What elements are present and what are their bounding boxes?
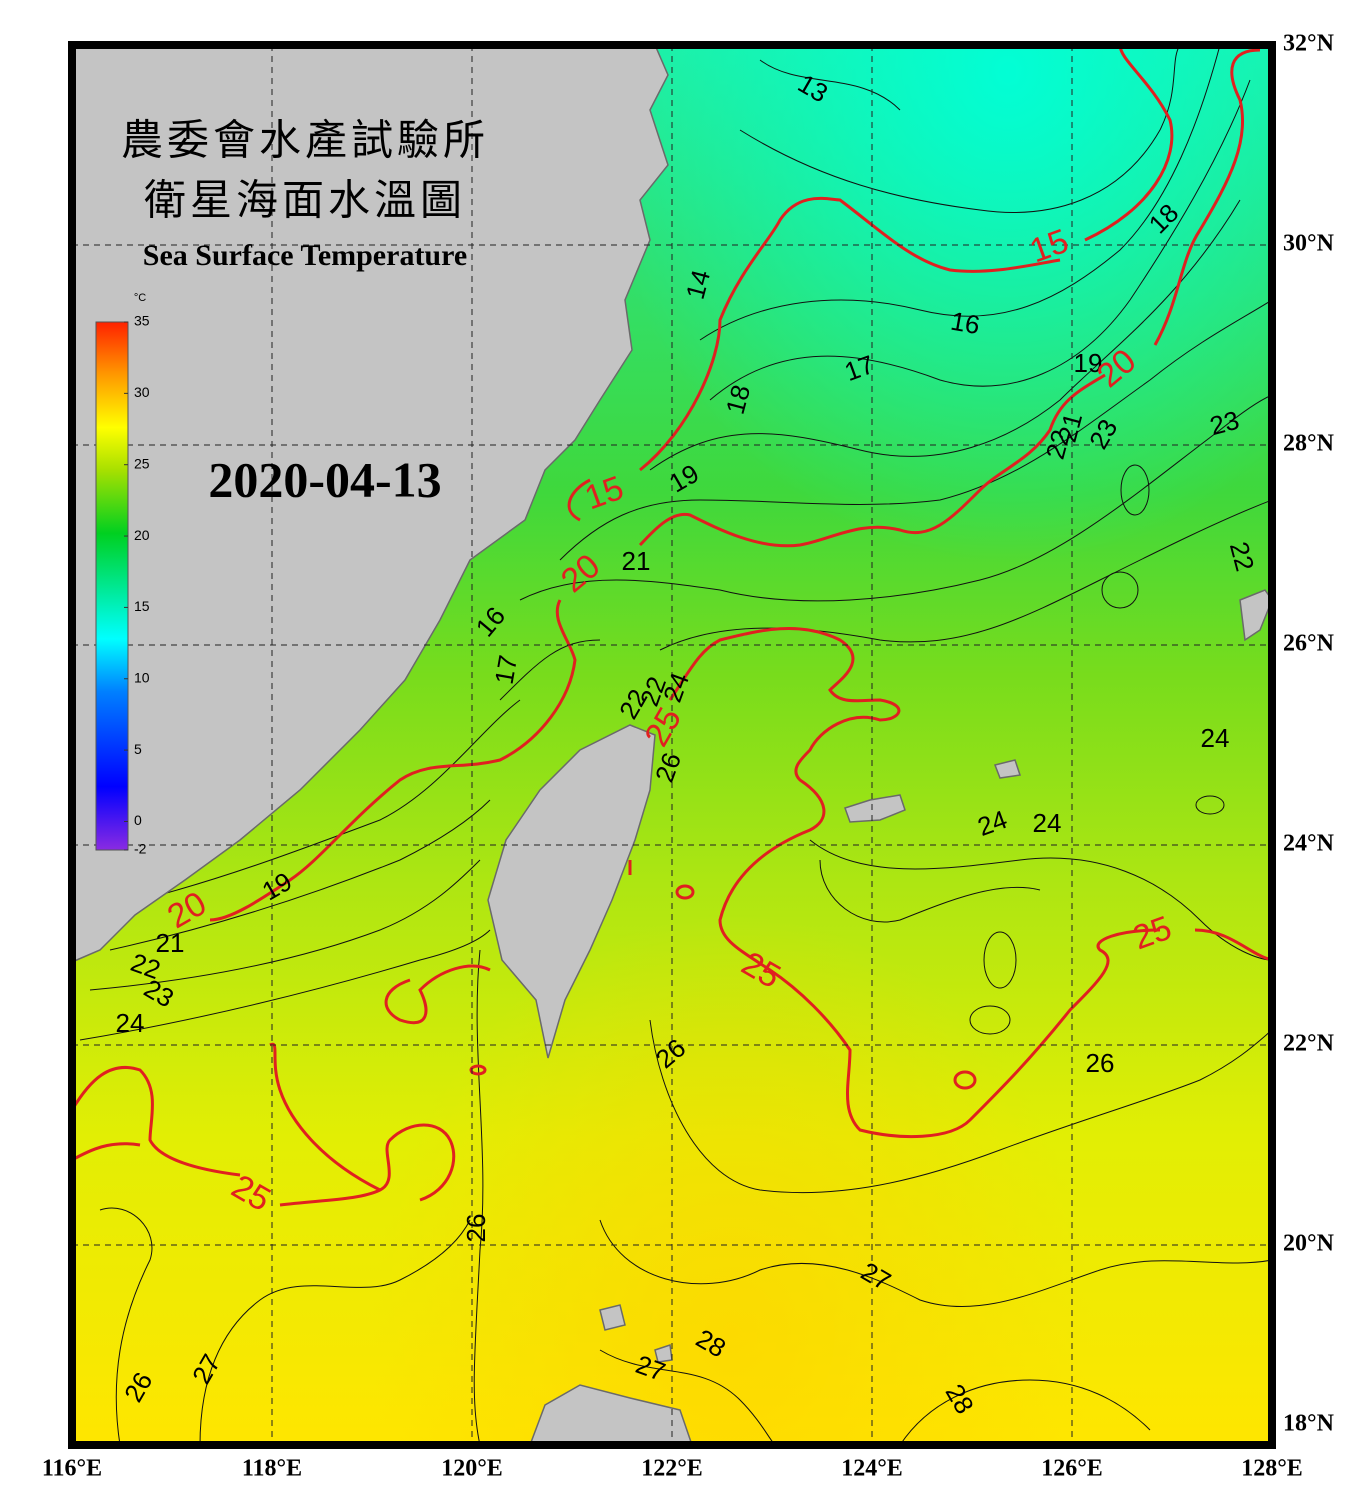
isotherm-20 (1153, 48, 1261, 346)
title-zh-1: 農委會水產試驗所 (121, 118, 489, 165)
title-en: Sea Surface Temperature (143, 239, 467, 272)
lon-label: 124°E (841, 1456, 903, 1482)
lat-label: 20°N (1283, 1231, 1335, 1257)
colorbar-tick-label: 0 (134, 812, 142, 828)
isotherm-15 (639, 196, 1061, 472)
isotherm-25 (269, 1042, 381, 1192)
colorbar: °C 35 30 25 20 15 10 5 0 -2 (95, 292, 150, 857)
lat-label: 26°N (1283, 631, 1335, 657)
lon-label: 126°E (1041, 1456, 1103, 1482)
contour-label: 21 (156, 928, 185, 958)
isotherm-25 (72, 1065, 241, 1177)
date: 2020-04-13 (208, 451, 441, 507)
isotherm-20 (209, 599, 577, 922)
lat-label: 32°N (1283, 31, 1335, 57)
lon-label: 120°E (441, 1456, 503, 1482)
contour-label: 24 (1201, 723, 1230, 753)
isotherm (139, 699, 521, 901)
taiwan (487, 724, 656, 1059)
lat-label: 22°N (1283, 1031, 1335, 1057)
isotherm (599, 1349, 776, 1445)
mainland-china (72, 45, 669, 963)
lat-label: 30°N (1283, 231, 1335, 257)
isotherm (819, 859, 1041, 923)
isotherm (709, 79, 1251, 401)
contour-label: 19 (1074, 348, 1103, 378)
isotherm-25 (469, 1064, 487, 1076)
island (844, 794, 906, 823)
isotherm (809, 839, 1272, 961)
lat-label: 18°N (1283, 1411, 1335, 1437)
axis-labels: 116°E 118°E 120°E 122°E 124°E 126°E 128°E 32°N 3… (42, 31, 1335, 1482)
isotherm (79, 929, 491, 1041)
isotherm-25 (72, 1142, 141, 1162)
isotherm (499, 639, 601, 701)
lon-label: 116°E (42, 1456, 102, 1482)
lon-label: 128°E (1241, 1456, 1303, 1482)
contour-label: 26 (1086, 1048, 1115, 1078)
lon-label: 122°E (641, 1456, 703, 1482)
colorbar-unit: °C (134, 292, 146, 304)
isotherm-25 (1194, 928, 1272, 962)
colorbar-tick-label: 5 (134, 741, 142, 757)
contour-label: 24 (1033, 808, 1062, 838)
isotherm-25 (675, 884, 695, 900)
isotherm (1101, 571, 1139, 609)
isotherm-20 (638, 373, 1106, 548)
colorbar-tick-label: 25 (134, 455, 150, 471)
isotherm (473, 949, 484, 1445)
isotherm (983, 931, 1017, 989)
contour-label: 16 (949, 306, 983, 341)
isotherm (699, 45, 1221, 341)
isotherm (899, 1379, 1151, 1445)
isotherm (109, 799, 491, 951)
isotherm (659, 499, 1272, 651)
isotherm (519, 394, 1272, 602)
contour-label: 26 (461, 1214, 491, 1243)
colorbar-tick-label: 30 (134, 384, 150, 400)
isotherm-25 (384, 964, 491, 1025)
isotherm (559, 299, 1272, 561)
luzon (529, 1384, 693, 1445)
title-zh-2: 衛星海面水溫圖 (144, 179, 466, 225)
island (1239, 589, 1272, 642)
isotherm (1195, 795, 1225, 815)
isotherm (649, 1019, 1272, 1194)
contour-label: 17 (489, 653, 524, 687)
title-block: 農委會水產試驗所 衛星海面水溫圖 Sea Surface Temperature… (121, 118, 489, 508)
isotherm (89, 859, 481, 991)
lon-label: 118°E (242, 1456, 302, 1482)
colorbar-ramp (95, 321, 129, 851)
island (599, 1304, 626, 1331)
isotherm (599, 1219, 1272, 1308)
map-frame (68, 41, 1276, 1449)
island (993, 759, 1021, 779)
isotherm (739, 45, 1181, 213)
isotherm (969, 1005, 1011, 1035)
lat-label: 28°N (1283, 431, 1335, 457)
isotherm (1120, 464, 1150, 516)
isotherm-15 (567, 478, 591, 522)
colorbar-tick-label: 15 (134, 598, 150, 614)
isotherm (99, 1207, 153, 1445)
isotherm-25 (279, 1123, 456, 1207)
red-isotherms (72, 45, 1272, 1207)
isotherm-15 (1084, 45, 1174, 242)
colorbar-tick-label: 20 (134, 527, 150, 543)
colorbar-tick-label: 35 (134, 313, 150, 329)
contour-label: 24 (116, 1008, 145, 1038)
colorbar-tick-label: 10 (134, 669, 150, 685)
land (72, 45, 1272, 1445)
colorbar-tick-label: -2 (134, 841, 147, 857)
isotherm (199, 1219, 471, 1445)
lat-label: 24°N (1283, 831, 1335, 857)
graticule (72, 45, 1272, 1445)
isotherm-25 (953, 1070, 977, 1090)
contour-label: 21 (622, 546, 651, 576)
isotherm-25 (668, 626, 1161, 1138)
isotherm (759, 59, 901, 111)
